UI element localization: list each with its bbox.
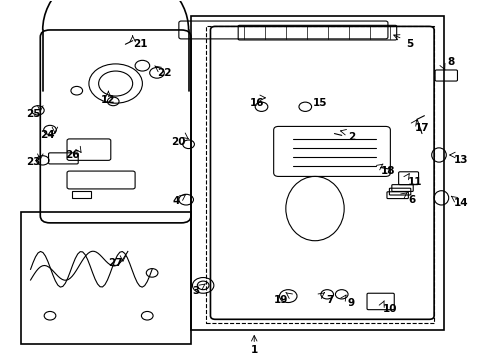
Text: 12: 12	[101, 95, 115, 105]
Text: 10: 10	[382, 303, 397, 314]
Text: 22: 22	[157, 68, 171, 78]
Text: 25: 25	[26, 109, 40, 119]
Text: 26: 26	[64, 150, 79, 160]
Text: 23: 23	[26, 157, 40, 167]
Text: 20: 20	[171, 138, 186, 148]
Text: 13: 13	[453, 156, 467, 165]
Text: 1: 1	[250, 345, 257, 355]
Bar	[21, 212, 191, 344]
Text: 7: 7	[325, 295, 333, 305]
Text: 17: 17	[414, 123, 428, 133]
Text: 6: 6	[408, 195, 415, 204]
Text: 3: 3	[192, 286, 199, 296]
Text: 18: 18	[380, 166, 394, 176]
Text: 15: 15	[312, 98, 326, 108]
Text: 14: 14	[453, 198, 467, 208]
Text: 16: 16	[249, 98, 264, 108]
Text: 24: 24	[40, 130, 55, 140]
Text: 4: 4	[172, 197, 180, 206]
Text: 21: 21	[132, 39, 147, 49]
Bar	[72, 191, 91, 198]
Text: 19: 19	[273, 295, 287, 305]
Text: 2: 2	[347, 132, 354, 142]
Text: 11: 11	[407, 177, 421, 187]
Text: 8: 8	[447, 57, 454, 67]
Text: 27: 27	[108, 258, 122, 268]
Text: 5: 5	[406, 39, 412, 49]
Text: 9: 9	[347, 298, 354, 308]
